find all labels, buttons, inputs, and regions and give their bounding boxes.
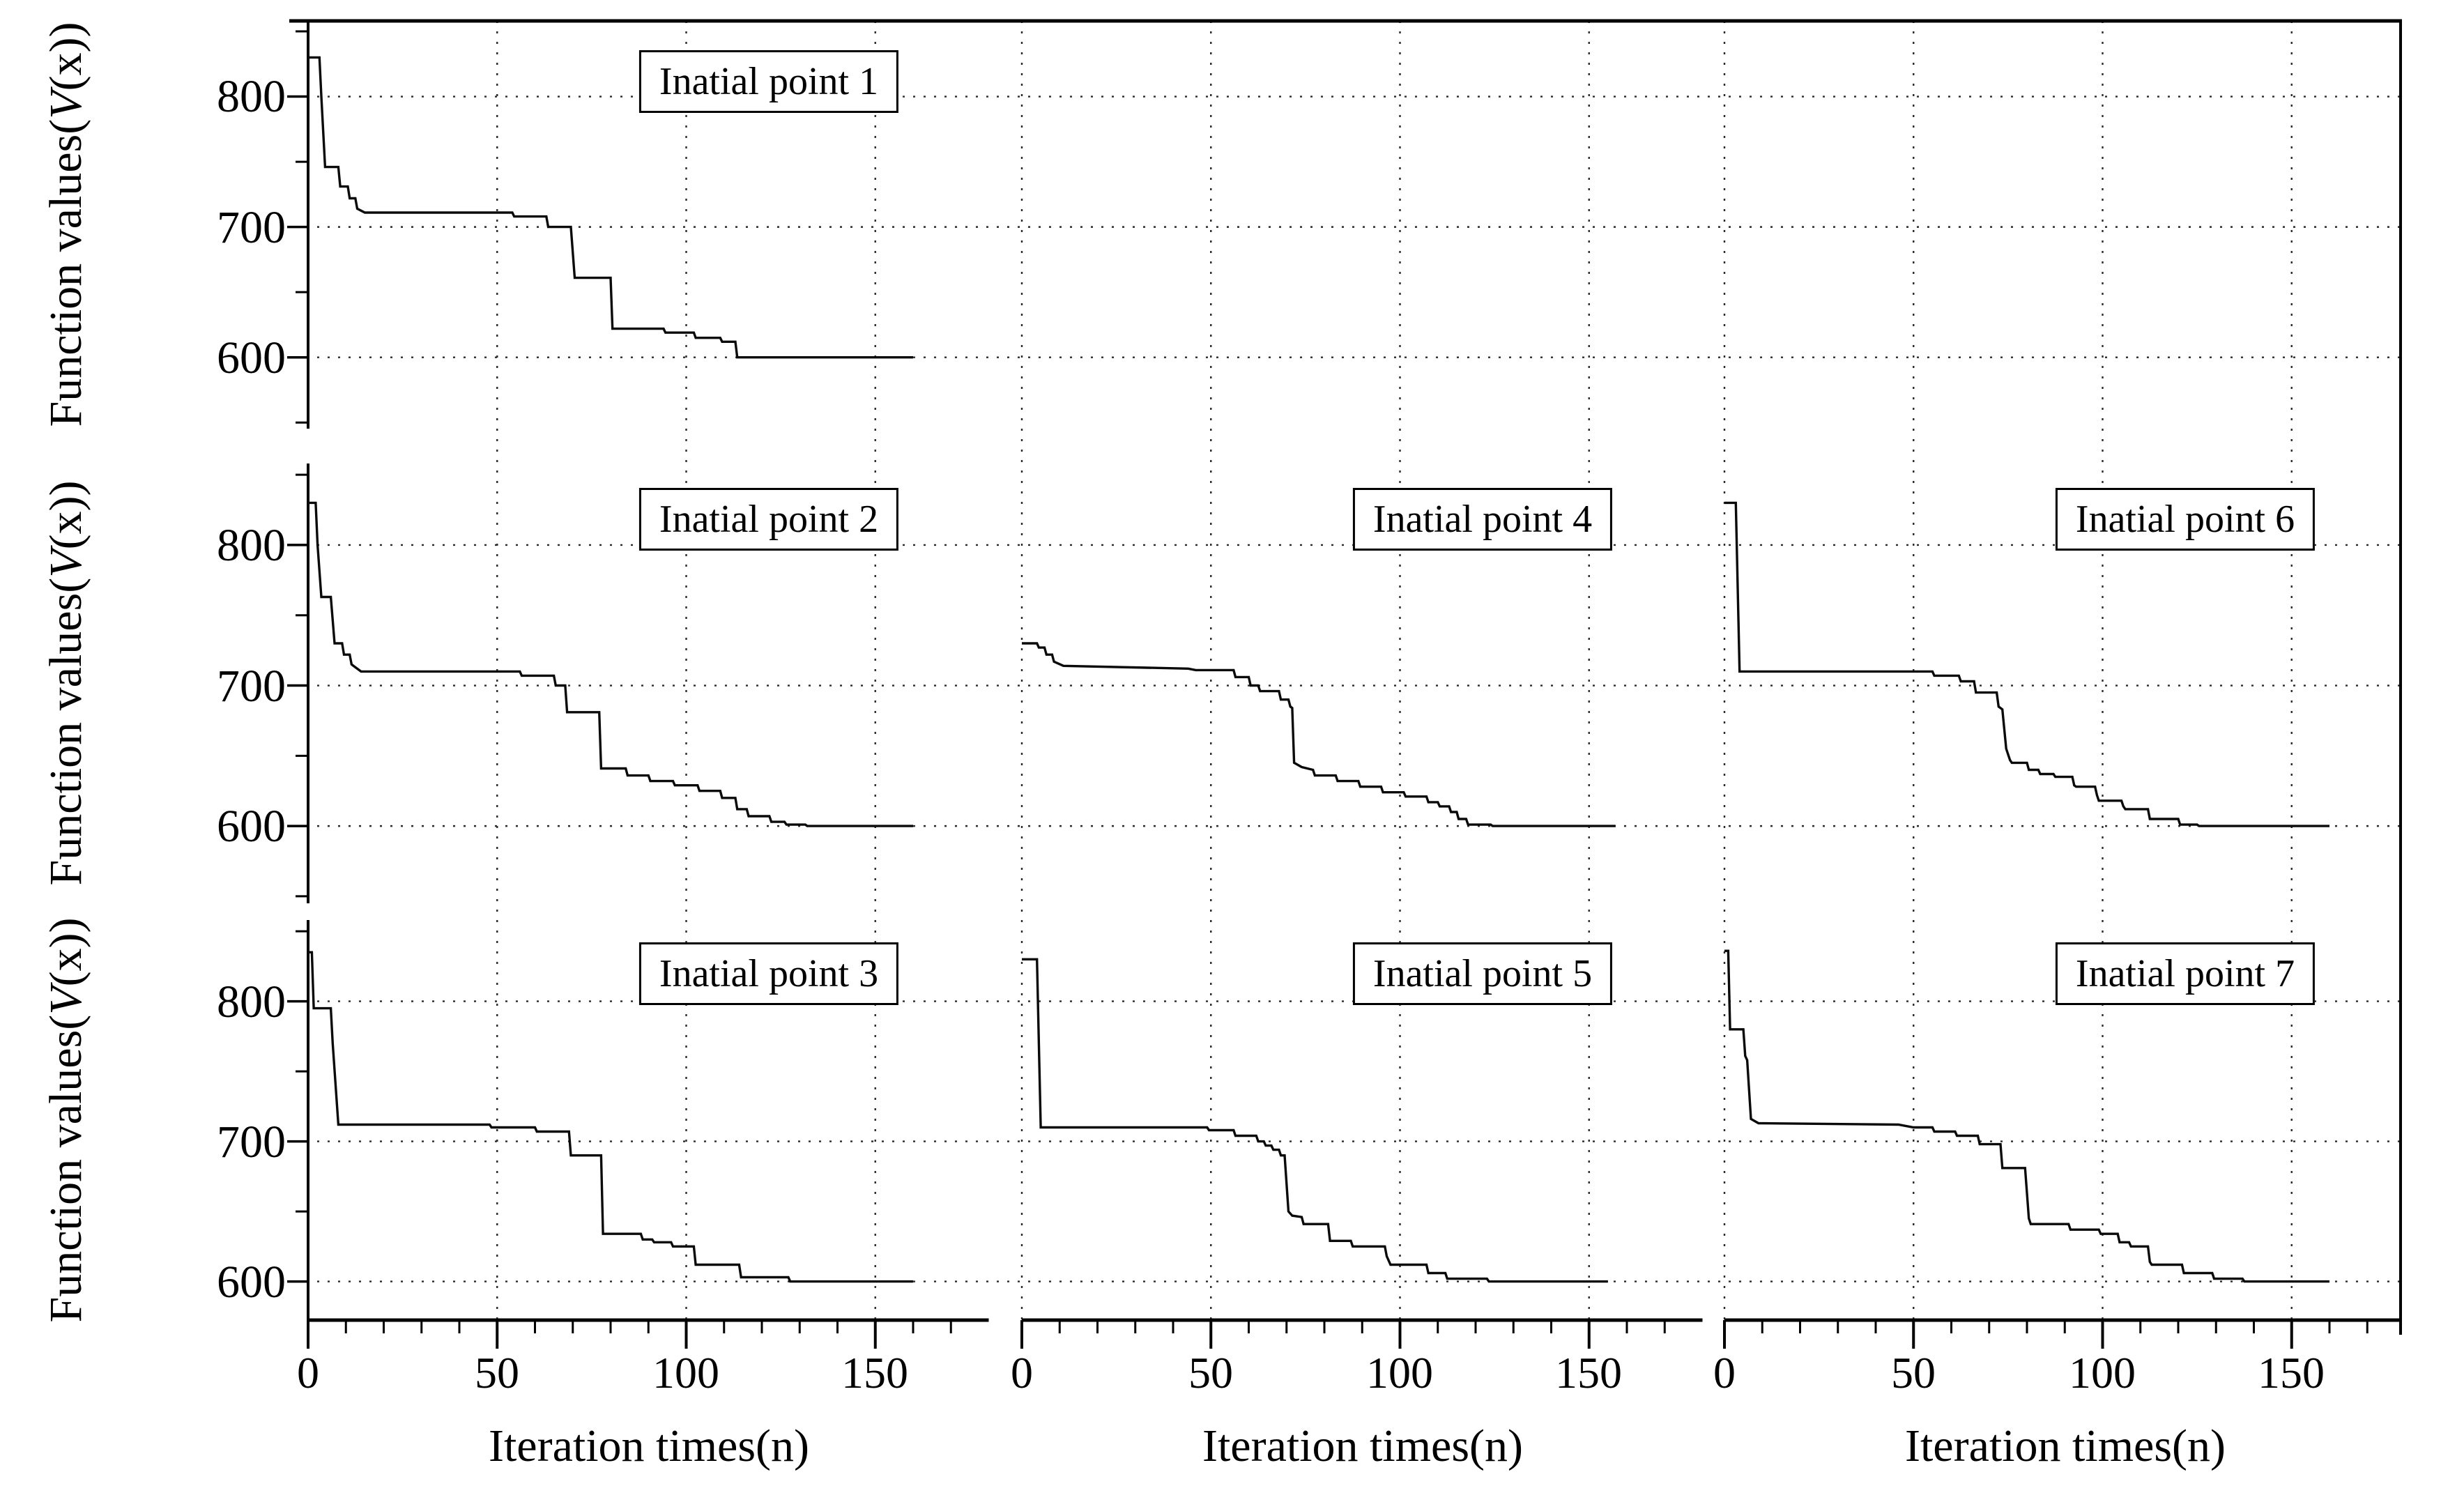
ytick-label: 700 <box>217 661 286 712</box>
y-axis-title-text: (x)) <box>40 480 91 550</box>
xtick-label: 150 <box>1555 1348 1622 1397</box>
xtick-label: 0 <box>1011 1348 1033 1397</box>
xtick-label: 50 <box>475 1348 519 1397</box>
y-axis-title: Function values(V(x)) <box>38 439 94 927</box>
y-axis-title-text: (x)) <box>40 917 91 987</box>
panel-title-inatial-point-2: Inatial point 2 <box>638 488 899 551</box>
xtick-label: 150 <box>841 1348 908 1397</box>
x-axis-title: Iteration times(n) <box>1202 1420 1523 1471</box>
curve-inatial-point-3 <box>308 951 913 1283</box>
y-axis-title-text: Function values( <box>40 577 91 886</box>
xtick-label: 100 <box>652 1348 719 1397</box>
y-axis-title-text: Function values( <box>40 118 91 427</box>
xtick-label: 50 <box>1188 1348 1233 1397</box>
x-axis-title: Iteration times(n) <box>1904 1420 2226 1471</box>
xtick-label: 100 <box>2069 1348 2136 1397</box>
xtick-label: 100 <box>1366 1348 1433 1397</box>
curve-inatial-point-5 <box>1022 958 1608 1283</box>
panel-title-inatial-point-3: Inatial point 3 <box>638 942 899 1005</box>
curve-inatial-point-4 <box>1022 642 1616 827</box>
ytick-label: 600 <box>217 1257 286 1308</box>
panel-title-inatial-point-4: Inatial point 4 <box>1352 488 1613 551</box>
xtick-label: 0 <box>1713 1348 1736 1397</box>
panel-title-inatial-point-7: Inatial point 7 <box>2055 942 2316 1005</box>
ytick-label: 700 <box>217 1117 286 1167</box>
panel-title-inatial-point-5: Inatial point 5 <box>1352 942 1613 1005</box>
ytick-label: 700 <box>217 202 286 253</box>
panel-title-inatial-point-6: Inatial point 6 <box>2055 488 2316 551</box>
y-axis-title-var: V <box>40 549 91 578</box>
y-axis-title-var: V <box>40 986 91 1015</box>
xtick-label: 0 <box>297 1348 319 1397</box>
xtick-label: 150 <box>2258 1348 2325 1397</box>
y-axis-title-var: V <box>40 91 91 119</box>
ytick-label: 800 <box>217 976 286 1027</box>
ytick-label: 800 <box>217 71 286 122</box>
ytick-label: 800 <box>217 520 286 571</box>
panel-title-inatial-point-1: Inatial point 1 <box>638 50 899 113</box>
curve-inatial-point-1 <box>308 56 913 359</box>
curve-inatial-point-7 <box>1724 949 2329 1283</box>
y-axis-title-text: Function values( <box>40 1014 91 1323</box>
y-axis-title: Function values(V(x)) <box>38 876 94 1364</box>
y-axis-title: Function values(V(x)) <box>38 0 94 468</box>
xtick-label: 50 <box>1891 1348 1936 1397</box>
ytick-label: 600 <box>217 332 286 383</box>
curve-inatial-point-2 <box>308 501 913 827</box>
x-axis-title: Iteration times(n) <box>488 1420 809 1471</box>
curve-inatial-point-6 <box>1724 501 2329 827</box>
y-axis-title-text: (x)) <box>40 22 91 91</box>
ytick-label: 600 <box>217 801 286 852</box>
